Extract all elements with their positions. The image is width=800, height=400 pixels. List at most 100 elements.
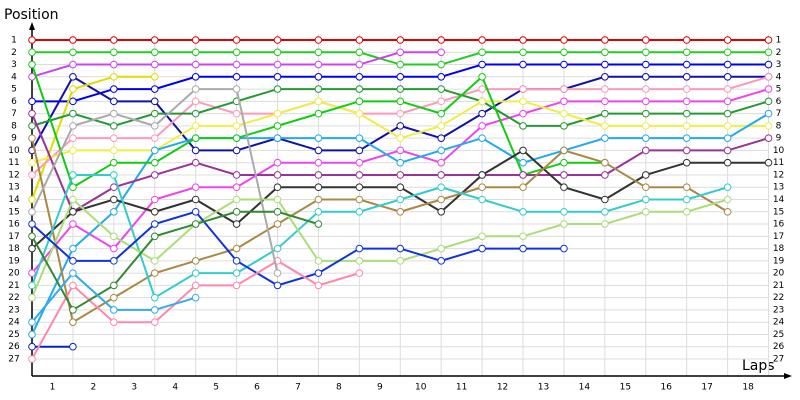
lap-marker: [355, 73, 364, 81]
lap-marker: [232, 195, 241, 204]
lap-marker: [478, 60, 486, 69]
lap-marker: [478, 85, 486, 93]
lap-marker: [437, 158, 445, 167]
y-tick-label: 27: [8, 355, 19, 365]
series-line: [31, 137, 729, 324]
lap-marker: [601, 97, 609, 106]
lap-marker: [560, 220, 568, 228]
lap-marker: [396, 109, 405, 118]
lap-marker: [110, 122, 118, 130]
y-tick-label-right: 22: [773, 293, 784, 303]
lap-marker: [69, 109, 77, 118]
lap-marker: [437, 134, 445, 142]
lap-marker: [110, 134, 118, 142]
lap-marker: [28, 269, 36, 277]
lap-marker: [191, 281, 200, 290]
lap-marker: [478, 195, 486, 204]
lap-marker: [150, 109, 159, 118]
lap-marker: [69, 85, 77, 93]
series-line: [31, 210, 564, 287]
lap-marker: [396, 134, 405, 142]
lap-marker: [69, 207, 77, 216]
lap-marker: [519, 171, 527, 179]
lap-marker: [232, 36, 241, 44]
lap-marker: [478, 171, 486, 179]
lap-marker: [764, 60, 773, 69]
lap-marker: [478, 97, 486, 106]
lap-marker: [150, 85, 159, 93]
lap-marker: [69, 318, 77, 326]
lap-marker: [396, 146, 405, 155]
lap-marker: [273, 269, 282, 277]
lap-marker: [69, 97, 77, 106]
lap-marker: [396, 171, 405, 179]
lap-marker: [601, 73, 609, 81]
lap-marker: [355, 146, 364, 155]
lap-marker: [723, 122, 732, 130]
lap-marker: [69, 244, 77, 253]
x-tick-label: 14: [579, 383, 591, 393]
lap-marker: [723, 183, 732, 192]
y-tick-label-right: 6: [776, 97, 782, 107]
y-tick-label-right: 11: [773, 158, 784, 168]
lap-marker: [314, 109, 323, 118]
lap-marker: [110, 195, 118, 204]
lap-marker: [437, 85, 445, 93]
lap-marker: [232, 48, 241, 57]
lap-marker: [560, 207, 568, 216]
lap-marker: [314, 183, 323, 192]
lap-marker: [110, 244, 118, 253]
lap-marker: [28, 330, 36, 339]
lap-marker: [150, 195, 159, 204]
lap-marker: [232, 60, 241, 69]
lap-marker: [150, 306, 159, 314]
lap-marker: [273, 109, 282, 118]
lap-marker: [314, 171, 323, 179]
lap-marker: [28, 318, 36, 326]
lap-marker: [150, 171, 159, 179]
lap-marker: [396, 207, 405, 216]
y-tick-label: 9: [11, 134, 17, 144]
lap-marker: [191, 134, 200, 142]
lap-marker: [355, 60, 364, 69]
lap-marker: [110, 318, 118, 326]
lap-marker: [682, 97, 691, 106]
lap-marker: [314, 97, 323, 106]
lap-marker: [150, 232, 159, 241]
lap-marker: [273, 73, 282, 81]
lap-marker: [396, 158, 405, 167]
lap-marker: [764, 122, 773, 130]
lap-marker: [601, 122, 609, 130]
x-tick-label: 5: [213, 383, 219, 393]
lap-marker: [478, 73, 486, 81]
lap-marker: [437, 171, 445, 179]
x-tick-label: 1: [50, 383, 56, 393]
lap-marker: [110, 109, 118, 118]
lap-marker: [601, 109, 609, 118]
lap-marker: [355, 85, 364, 93]
lap-marker: [191, 195, 200, 204]
lap-marker: [150, 257, 159, 265]
y-tick-label: 21: [8, 281, 19, 291]
lap-marker: [560, 122, 568, 130]
lap-marker: [150, 60, 159, 69]
lap-marker: [232, 171, 241, 179]
lap-marker: [150, 207, 159, 216]
lap-marker: [28, 97, 36, 106]
y-tick-label: 16: [8, 220, 20, 230]
y-tick-label-right: 9: [776, 134, 782, 144]
lap-marker: [723, 207, 732, 216]
y-tick-label: 5: [11, 85, 17, 95]
lap-marker: [273, 134, 282, 142]
lap-marker: [601, 134, 609, 142]
lap-marker: [273, 281, 282, 290]
lap-marker: [560, 60, 568, 69]
y-tick-label-right: 2: [776, 48, 782, 58]
x-tick-label: 15: [620, 383, 631, 393]
lap-marker: [355, 36, 364, 44]
lap-marker: [519, 122, 527, 130]
lap-marker: [191, 220, 200, 228]
lap-marker: [150, 122, 159, 130]
lap-marker: [396, 60, 405, 69]
lap-marker: [28, 122, 36, 130]
